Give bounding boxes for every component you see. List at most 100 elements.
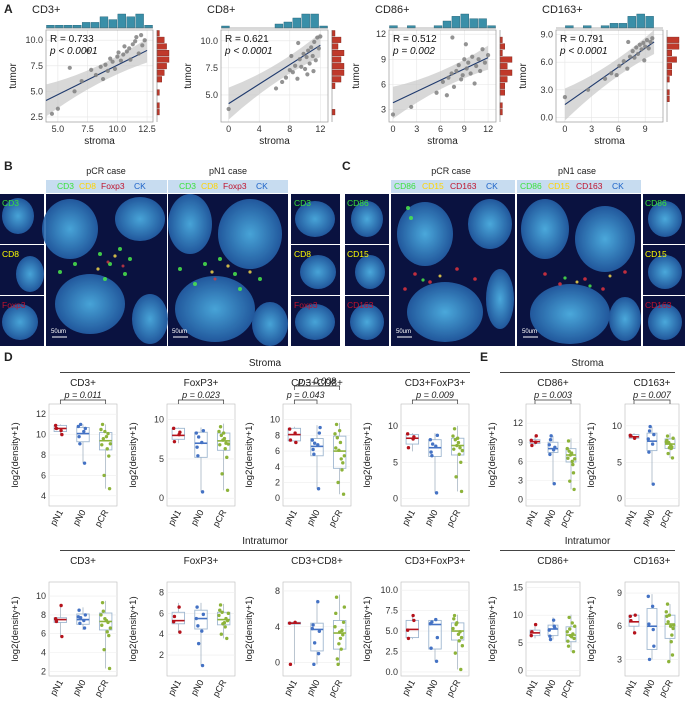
marginal-hist-bar <box>499 109 503 116</box>
data-point <box>226 106 231 112</box>
marginal-hist-bar <box>283 21 293 29</box>
y-tick-label: 0.0 <box>540 112 553 122</box>
data-point <box>309 45 314 50</box>
marginal-hist-bar <box>126 16 135 29</box>
y-tick-label: 6 <box>159 608 164 618</box>
x-tick-label: pN0 <box>189 508 206 527</box>
legend-ck: CK <box>486 181 498 191</box>
y-tick-label: 9 <box>617 588 622 598</box>
x-tick-label: pN1 <box>48 678 65 697</box>
data-point <box>625 66 630 71</box>
boxplot-title: CD86+ <box>537 378 569 389</box>
legend-cd86: CD86 <box>394 181 416 191</box>
data-point <box>646 46 651 51</box>
correlation-r: R = 0.791 <box>560 34 604 45</box>
data-point <box>434 444 438 448</box>
data-point <box>293 63 298 68</box>
x-tick-label: pN1 <box>282 508 299 527</box>
marginal-hist-bar <box>487 25 496 29</box>
data-point <box>571 632 575 636</box>
x-tick-label: 9 <box>643 124 648 134</box>
data-point <box>459 667 463 672</box>
marginal-hist-bar <box>499 43 506 50</box>
marginal-hist-bar <box>666 89 670 96</box>
plot-frame <box>45 29 154 123</box>
data-point <box>89 67 94 72</box>
data-point <box>171 619 176 624</box>
x-tick-label: pN1 <box>166 508 183 527</box>
y-tick-label: 9 <box>518 437 523 447</box>
y-tick-label: 0 <box>518 495 523 505</box>
section-title-stroma-d: Stroma <box>248 358 282 369</box>
x-tick-label: 4 <box>257 124 262 134</box>
y-tick-label: 9.0 <box>540 30 553 40</box>
data-point <box>637 42 642 47</box>
data-point <box>337 642 341 646</box>
data-point <box>652 432 656 437</box>
data-point <box>570 459 574 464</box>
x-tick-label: 0 <box>390 124 395 134</box>
data-point <box>338 440 343 445</box>
data-point <box>530 443 534 448</box>
data-point <box>108 56 113 61</box>
data-point <box>573 457 577 461</box>
data-point <box>76 424 81 429</box>
data-point <box>566 439 571 443</box>
marker-legend-pcr-b: CD3 CD8 Foxp3 CK <box>46 180 167 193</box>
data-point <box>669 640 673 644</box>
data-point <box>571 471 576 475</box>
data-point <box>650 442 655 446</box>
plot-frame <box>48 581 118 677</box>
x-tick-label: 9 <box>462 124 467 134</box>
data-point <box>293 431 297 435</box>
marginal-hist-bar <box>499 102 503 109</box>
y-tick-label: 3 <box>381 104 386 114</box>
box <box>547 441 559 453</box>
marginal-hist-bar <box>499 89 506 96</box>
data-point <box>456 440 461 445</box>
boxplot-title: CD3+ <box>70 556 96 567</box>
data-point <box>317 431 322 435</box>
data-point <box>201 612 206 617</box>
data-point <box>452 613 457 618</box>
side-label-cd163-right: CD163 <box>645 300 672 310</box>
x-tick-label: pCR <box>327 508 345 529</box>
data-point <box>335 657 340 661</box>
micrograph-panel-c: pCR case pN1 case CD86 CD15 CD163 CK CD8… <box>345 162 685 347</box>
x-tick-label: pCR <box>211 508 229 529</box>
marginal-hist-bar <box>156 56 170 63</box>
x-tick-label: pN1 <box>523 678 540 697</box>
x-tick-label: pN0 <box>189 678 206 697</box>
data-point <box>217 429 221 434</box>
y-tick-label: 8 <box>159 587 164 597</box>
data-point <box>219 433 224 438</box>
data-point <box>82 626 87 630</box>
data-point <box>200 490 205 494</box>
data-point <box>341 620 346 624</box>
y-tick-label: 9 <box>381 54 386 64</box>
significance-bracket <box>293 385 341 390</box>
y-axis-label: log2(density+1) <box>487 422 498 487</box>
marginal-hist-bar <box>499 50 503 56</box>
x-tick-label: pN1 <box>622 508 639 527</box>
legend-cd8: CD8 <box>201 181 219 191</box>
box <box>76 427 90 443</box>
y-tick-label: 4 <box>41 491 46 501</box>
data-point <box>218 425 223 429</box>
boxplot-title: CD3+CD8+ <box>291 378 343 389</box>
boxplot-intratumor-cd163: CD163+ 3 6 9 log2(density+1) pN1 pN0 pCR <box>586 556 680 699</box>
y-axis-label: log2(density+1) <box>586 422 597 487</box>
boxplot-intratumor-cd3: CD3+ 2 4 6 8 10 log2(density+1) pN1 pN0 pCR <box>10 556 118 699</box>
data-point <box>457 639 461 643</box>
x-tick-label: pN1 <box>400 508 417 527</box>
data-point <box>195 445 199 449</box>
data-point <box>409 104 414 110</box>
data-point <box>339 457 343 461</box>
marginal-hist-bar <box>331 36 342 43</box>
legend-cd3: CD3 <box>57 181 75 191</box>
marginal-hist-bar <box>645 16 654 29</box>
data-point <box>429 646 433 650</box>
data-point <box>670 456 675 460</box>
data-point <box>283 75 289 80</box>
correlation-r: R = 0.512 <box>393 34 437 45</box>
